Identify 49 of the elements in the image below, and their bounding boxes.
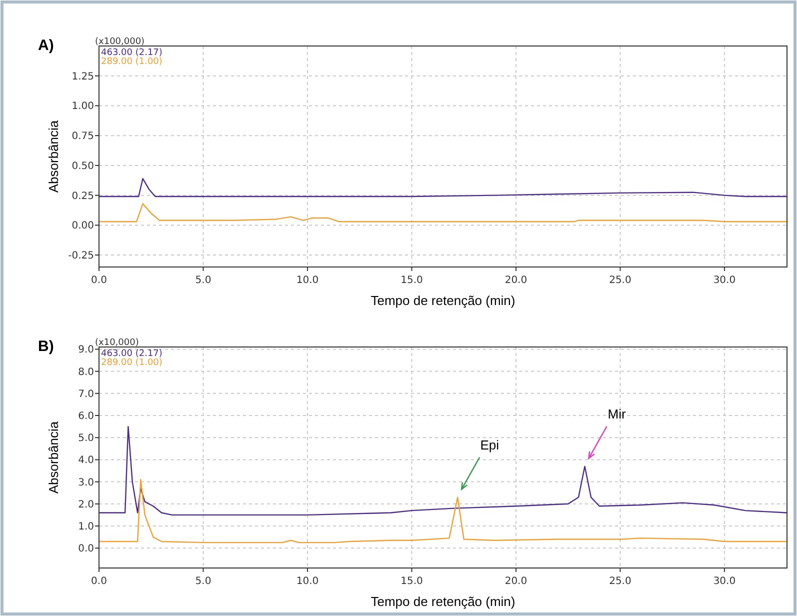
x-tick-label: 20.0 (504, 576, 528, 587)
x-tick-label: 15.0 (400, 576, 423, 587)
annotation: Epi (480, 437, 500, 452)
x-tick-label: 30.0 (713, 576, 736, 587)
x-tick-label: 20.0 (504, 275, 528, 286)
y-tick-label: 8.0 (78, 366, 94, 378)
x-axis-title: Tempo de retenção (min) (370, 293, 516, 308)
annotation: (x100,000) (95, 37, 145, 47)
x-tick-label: 30.0 (713, 275, 736, 286)
y-axis-title: Absorbância (46, 120, 61, 193)
chart-title: B) (38, 338, 54, 355)
text: 289.00 (1.00) (101, 57, 162, 67)
x-tick-label: 10.0 (296, 275, 319, 286)
line-series (98, 479, 788, 544)
x-tick-label: 15.0 (400, 275, 423, 286)
chart-title: A) (38, 37, 54, 54)
x-tick-label: 5.0 (195, 275, 212, 286)
y-tick-label: 1.25 (72, 71, 94, 82)
y-tick-label: 0.00 (72, 220, 94, 232)
x-tick-label: 5.0 (195, 576, 212, 587)
y-tick-label: -0.25 (68, 250, 94, 262)
y-axis-title: Absorbância (46, 420, 61, 494)
y-tick-label: 3.0 (78, 477, 94, 488)
y-tick-label: 0.75 (72, 131, 94, 142)
x-tick-label: 10.0 (296, 576, 319, 587)
y-tick-label: 0.50 (72, 160, 94, 172)
annotation: Mir (608, 406, 626, 422)
text: 463.00 (2.17) (101, 349, 162, 359)
y-tick-label: 6.0 (78, 411, 94, 422)
line-series (98, 178, 788, 198)
x-tick-label: 0.0 (91, 275, 107, 286)
text: 463.00 (2.17) (101, 48, 162, 58)
x-tick-label: 25.0 (609, 275, 632, 286)
x-axis-title: Tempo de retenção (min) (370, 594, 516, 609)
y-tick-label: 1.00 (72, 101, 94, 112)
x-tick-label: 25.0 (609, 576, 632, 587)
y-tick-label: 9.0 (78, 344, 94, 356)
y-tick-label: 4.0 (78, 455, 94, 466)
y-tick-label: 7.0 (78, 388, 94, 400)
annotation: (x10,000) (95, 338, 139, 348)
y-tick-label: 0.0 (78, 544, 94, 555)
y-tick-label: 1.0 (78, 522, 94, 533)
text: 289.00 (1.00) (101, 358, 162, 368)
x-tick-label: 0.0 (91, 576, 107, 587)
line-series (98, 426, 788, 516)
line-series (98, 203, 788, 222)
y-tick-label: 2.0 (78, 499, 94, 510)
y-tick-label: 5.0 (78, 433, 94, 444)
y-tick-label: 0.25 (72, 190, 94, 202)
